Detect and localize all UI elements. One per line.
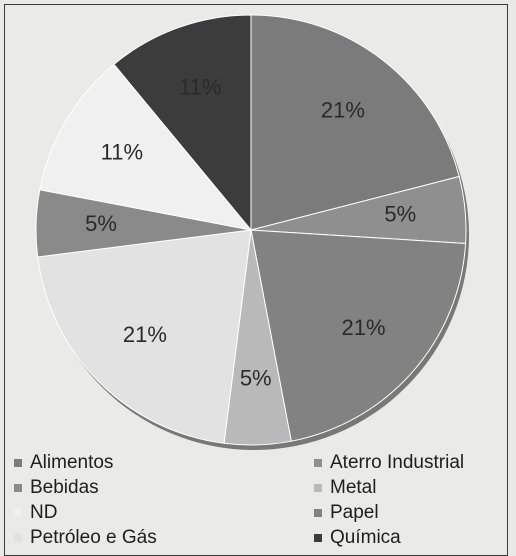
legend-item-alimentos: Alimentos: [14, 450, 314, 475]
legend-label: Aterro Industrial: [330, 452, 465, 473]
legend-swatch: [14, 483, 22, 492]
data-label-qu-mica: 11%: [179, 75, 221, 100]
pie-slice-petr-leo-e-g-s: [37, 229, 252, 444]
data-label-papel: 21%: [341, 315, 385, 340]
legend-swatch: [14, 508, 22, 517]
legend-label: Bebidas: [30, 477, 99, 498]
pie-slice-papel: [250, 229, 467, 442]
legend-item-aterro-industrial: Aterro Industrial: [314, 450, 514, 475]
legend-item-papel: Papel: [314, 500, 514, 525]
data-label-alimentos: 21%: [321, 97, 365, 122]
legend-item-quimica: Química: [314, 525, 514, 550]
legend-item-bebidas: Bebidas: [14, 475, 314, 500]
legend-label: ND: [30, 502, 58, 523]
legend-label: Alimentos: [30, 452, 114, 473]
legend-swatch: [314, 508, 322, 517]
legend-swatch: [314, 483, 322, 492]
data-label-nd: 11%: [101, 139, 143, 164]
legend-item-metal: Metal: [314, 475, 514, 500]
legend-item-nd: ND: [14, 500, 314, 525]
legend-label: Metal: [330, 477, 377, 498]
legend-label: Papel: [330, 502, 379, 523]
pie-slice-nd: [39, 63, 253, 231]
legend-label: Petróleo e Gás: [30, 527, 157, 548]
pie-slice-qu-mica: [113, 14, 252, 232]
legend-swatch: [314, 533, 322, 542]
data-label-aterro-industrial: 5%: [384, 202, 416, 227]
chart-legend: Alimentos Aterro Industrial Bebidas Meta…: [14, 450, 514, 550]
pie-slice-alimentos: [250, 14, 460, 231]
legend-swatch: [14, 458, 22, 467]
data-label-petr-leo-e-g-s: 21%: [123, 322, 167, 347]
data-label-metal: 5%: [240, 366, 272, 391]
legend-item-petroleo-e-gas: Petróleo e Gás: [14, 525, 314, 550]
data-label-bebidas: 5%: [85, 211, 117, 236]
legend-swatch: [14, 533, 22, 542]
legend-label: Química: [330, 527, 401, 548]
legend-swatch: [314, 458, 322, 467]
